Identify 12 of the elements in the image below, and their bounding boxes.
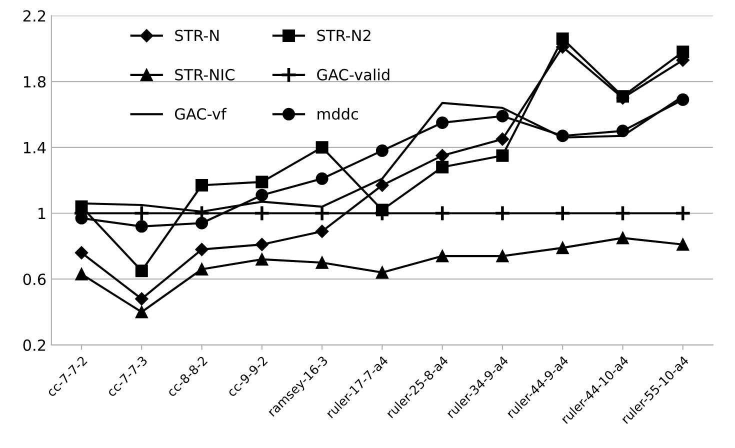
y-tick-label: 1.8 xyxy=(24,76,46,88)
legend-label: STR-N2 xyxy=(317,30,370,42)
y-tick-label: 1 xyxy=(38,208,46,220)
legend-label: STR-N xyxy=(175,30,219,42)
legend-label: GAC-valid xyxy=(317,68,390,80)
y-tick-label: 0.2 xyxy=(23,339,46,351)
legend-label: GAC-vf xyxy=(174,108,227,120)
legend-label: mddc xyxy=(318,108,358,120)
y-tick-label: 2.2 xyxy=(23,10,46,22)
y-tick-label: 1.4 xyxy=(24,142,46,154)
y-tick-label: 0.6 xyxy=(23,274,46,286)
legend-label: STR-NIC xyxy=(175,68,234,80)
